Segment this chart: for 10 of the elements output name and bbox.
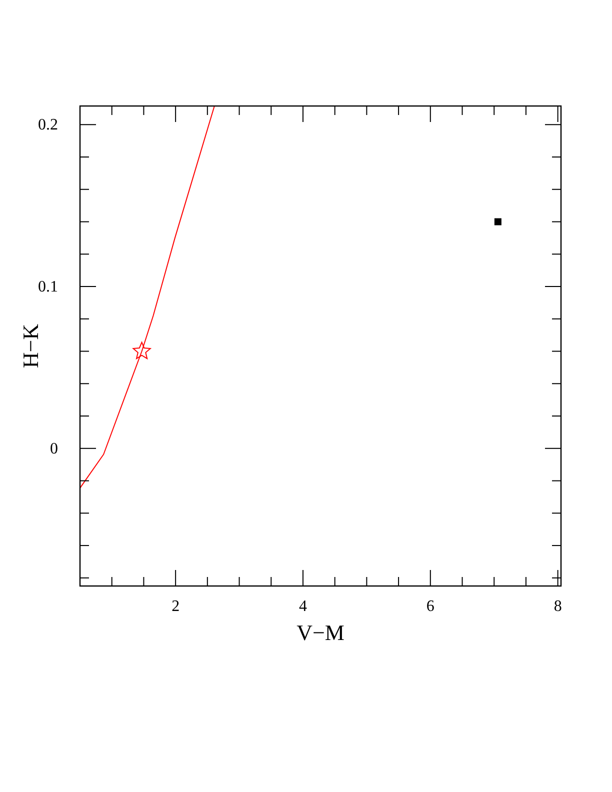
y-axis-title: H−K [18,324,43,368]
y-tick-label: 0 [50,440,58,458]
x-axis-title: V−M [296,620,344,645]
x-tick-label: 4 [298,598,307,615]
y-tick-label: 0.2 [38,116,58,134]
line-series [80,106,215,489]
y-tick-label: 0.1 [38,278,58,296]
x-tick-label: 6 [426,598,434,615]
x-tick-label: 8 [554,598,562,615]
x-tick-label: 2 [172,598,180,615]
